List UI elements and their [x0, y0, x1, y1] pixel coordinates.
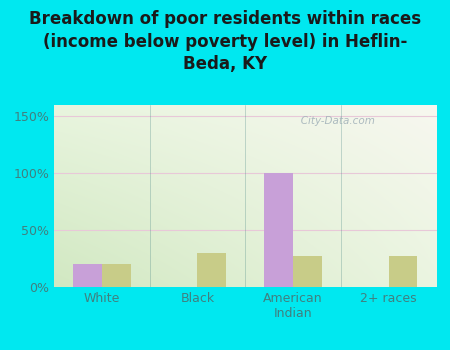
Text: Breakdown of poor residents within races
(income below poverty level) in Heflin-: Breakdown of poor residents within races…	[29, 10, 421, 73]
Bar	[198, 253, 226, 287]
Bar	[389, 256, 418, 287]
Bar	[293, 256, 322, 287]
Bar	[73, 264, 102, 287]
Bar	[265, 173, 293, 287]
Bar	[102, 264, 130, 287]
Text: City-Data.com: City-Data.com	[291, 116, 375, 126]
Legend: Heflin-Beda, Kentucky: Heflin-Beda, Kentucky	[124, 345, 366, 350]
